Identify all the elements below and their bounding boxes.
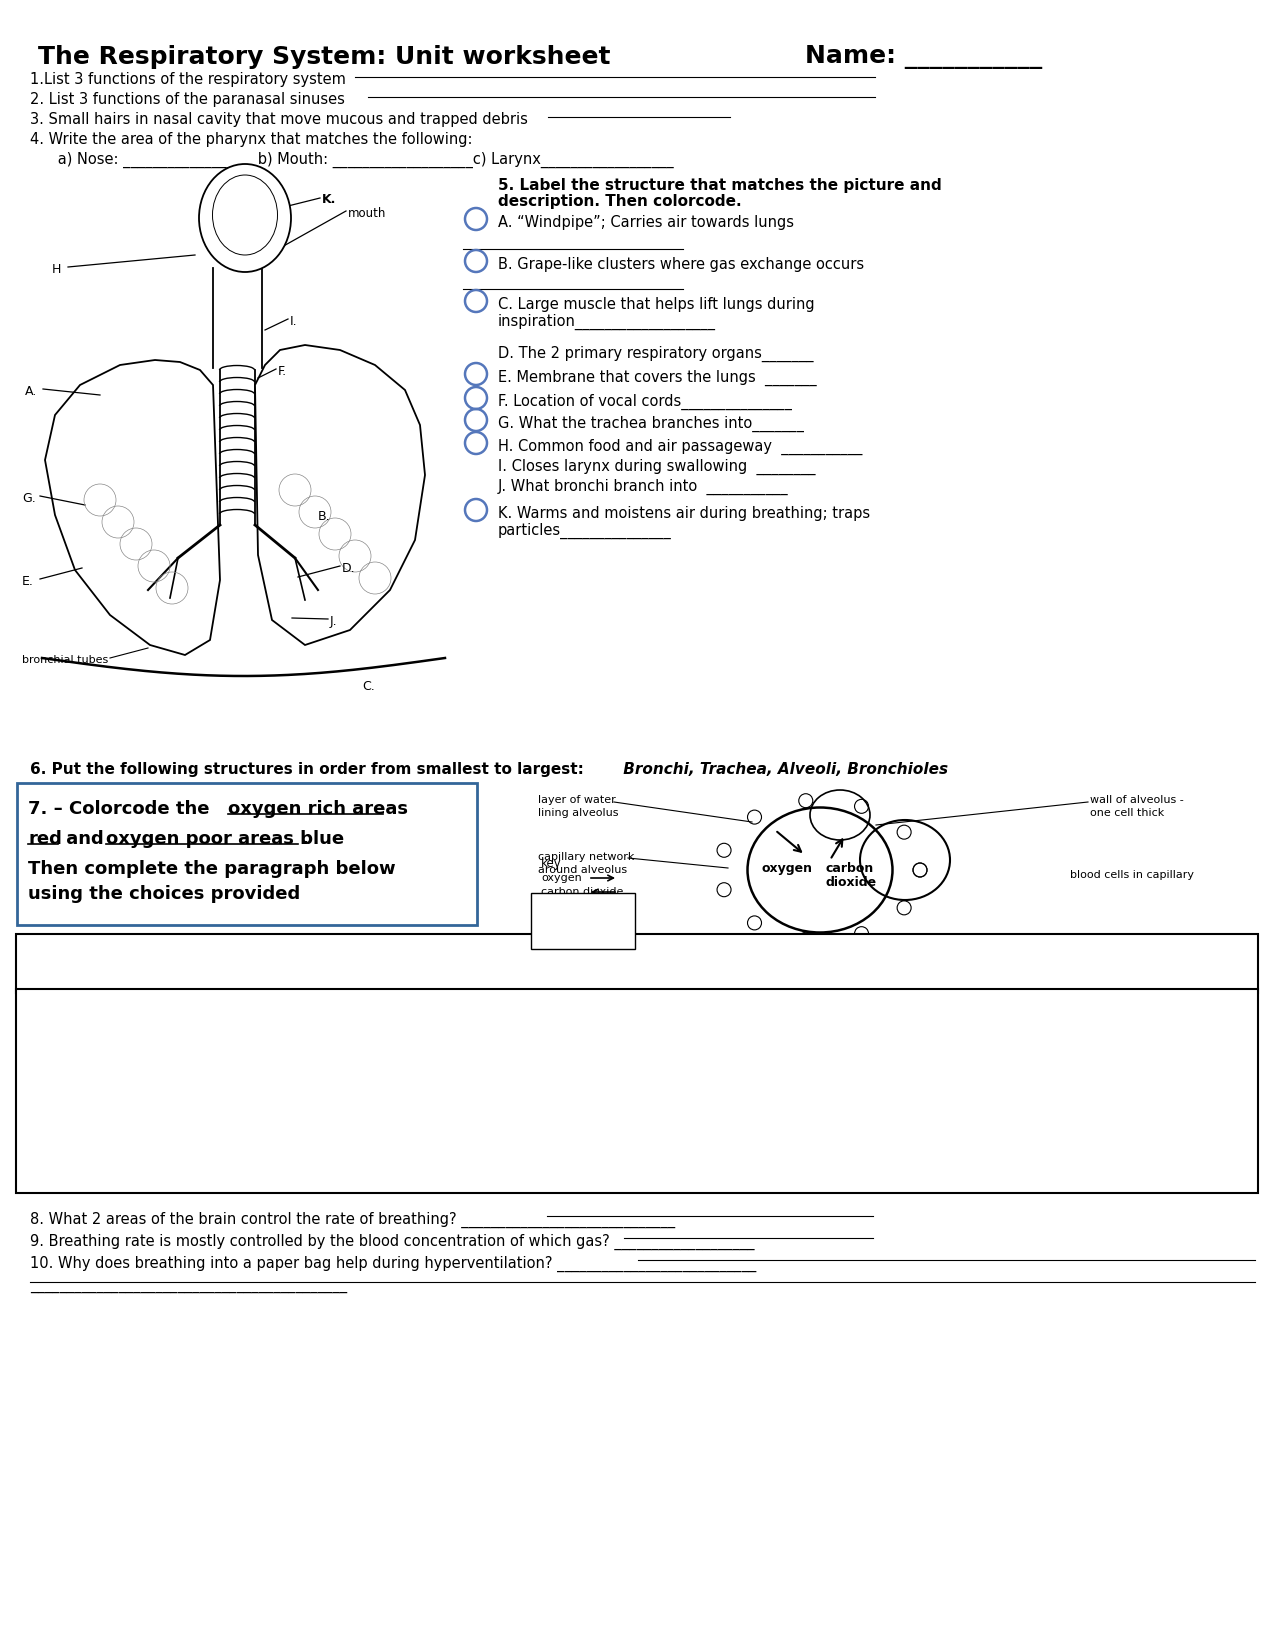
Text: one cell thick: one cell thick: [1090, 807, 1164, 817]
Text: E.: E.: [22, 575, 34, 588]
Text: a) Nose: _________________  b) Mouth: ___________________c) Larynx______________: a) Nose: _________________ b) Mouth: ___…: [31, 152, 673, 168]
Text: 5. Label the structure that matches the picture and: 5. Label the structure that matches the …: [499, 178, 942, 193]
Text: J.: J.: [330, 616, 338, 627]
Text: concentration within the   e.____  where it will then be exhaled. Blood is conti: concentration within the e.____ where it…: [31, 1068, 884, 1083]
Text: oxygen: oxygen: [762, 862, 813, 875]
Text: I.: I.: [289, 315, 297, 329]
Text: K. Warms and moistens air during breathing; traps: K. Warms and moistens air during breathi…: [499, 505, 870, 522]
Text: I. Closes larynx during swallowing  ________: I. Closes larynx during swallowing _____…: [499, 459, 816, 475]
Text: mouth: mouth: [348, 206, 386, 220]
Text: A.: A.: [26, 385, 37, 398]
Text: key: key: [541, 857, 562, 870]
Text: 1.List 3 functions of the respiratory system: 1.List 3 functions of the respiratory sy…: [31, 73, 346, 88]
Text: 8. What 2 areas of the brain control the rate of breathing? ____________________: 8. What 2 areas of the brain control the…: [31, 1212, 676, 1228]
Text: 3. Small hairs in nasal cavity that move mucous and trapped debris: 3. Small hairs in nasal cavity that move…: [31, 112, 528, 127]
Text: particles_______________: particles_______________: [499, 523, 672, 540]
Text: 6. Put the following structures in order from smallest to largest:: 6. Put the following structures in order…: [31, 763, 594, 778]
Text: H: H: [52, 263, 61, 276]
FancyBboxPatch shape: [17, 934, 1258, 992]
Text: inspiration___________________: inspiration___________________: [499, 314, 717, 330]
Text: 9. Breathing rate is mostly controlled by the blood concentration of which gas? : 9. Breathing rate is mostly controlled b…: [31, 1233, 755, 1250]
Text: F. Location of vocal cords_______________: F. Location of vocal cords______________…: [499, 395, 792, 409]
Text: The Respiratory System: Unit worksheet: The Respiratory System: Unit worksheet: [38, 45, 611, 69]
Text: bronchial tubes: bronchial tubes: [22, 655, 108, 665]
Text: All gas exchanges are made by   a.___ as substances pass from high to low concen: All gas exchanges are made by a.___ as s…: [31, 1004, 854, 1017]
Text: J. What bronchi branch into  ___________: J. What bronchi branch into ___________: [499, 479, 789, 495]
Text: capillary network: capillary network: [538, 852, 635, 862]
Text: G.: G.: [22, 492, 36, 505]
Text: oxygen poor areas blue: oxygen poor areas blue: [106, 830, 344, 849]
Text: E. Membrane that covers the lungs  _______: E. Membrane that covers the lungs ______…: [499, 370, 816, 386]
Text: Name: ___________: Name: ___________: [805, 45, 1042, 69]
Text: G. What the trachea branches into_______: G. What the trachea branches into_______: [499, 416, 803, 433]
Text: the  k. __  that will return oxygen poor blood to the right atrium.: the k. __ that will return oxygen poor b…: [31, 1179, 486, 1194]
Text: 2. List 3 functions of the paranasal sinuses: 2. List 3 functions of the paranasal sin…: [31, 92, 349, 107]
Text: D.: D.: [342, 561, 356, 575]
Text: oxygen rich areas: oxygen rich areas: [228, 801, 408, 817]
FancyBboxPatch shape: [17, 989, 1258, 1194]
Text: around alveolus: around alveolus: [538, 865, 627, 875]
Text: B. Grape-like clusters where gas exchange occurs: B. Grape-like clusters where gas exchang…: [499, 258, 864, 272]
Text: and: and: [60, 830, 110, 849]
Polygon shape: [255, 345, 425, 646]
Ellipse shape: [213, 175, 278, 254]
Text: .: .: [301, 830, 307, 849]
Text: K.: K.: [323, 193, 337, 206]
Text: passes from an area of high concentration within the  b.___ into an area of low : passes from an area of high concentratio…: [31, 1025, 845, 1038]
Ellipse shape: [199, 163, 291, 272]
Text: C.: C.: [362, 680, 375, 693]
Text: Then complete the paragraph below: Then complete the paragraph below: [28, 860, 395, 878]
Text: D. The 2 primary respiratory organs_______: D. The 2 primary respiratory organs_____…: [499, 347, 813, 362]
Text: H. Common food and air passageway  ___________: H. Common food and air passageway ______…: [499, 439, 862, 456]
Text: wall of alveolus -: wall of alveolus -: [1090, 796, 1183, 806]
Text: oxygen: oxygen: [541, 873, 581, 883]
Text: description. Then colorcode.: description. Then colorcode.: [499, 195, 742, 210]
Text: lining alveolus: lining alveolus: [538, 807, 618, 817]
Text: Conversely, Carbon dioxide will pass from an area of high concentration within t: Conversely, Carbon dioxide will pass fro…: [31, 1047, 812, 1062]
Text: B.: B.: [317, 510, 330, 523]
Text: G. Vena Cava     H. Blood capillaries (used twice)     I.  Pulmonary veins: G. Vena Cava H. Blood capillaries (used …: [346, 971, 928, 986]
Text: F.: F.: [278, 365, 287, 378]
Text: carbon dioxide: carbon dioxide: [541, 887, 623, 896]
Text: A. Aorta   B. Diffusion   C. Alveoli (used twice)   D. Pulmonary arteries   E. O: A. Aorta B. Diffusion C. Alveoli (used t…: [221, 949, 1054, 964]
FancyBboxPatch shape: [530, 893, 635, 949]
Text: throughout the body via the   h._____. As the vessels branch into capillaries, t: throughout the body via the h._____. As …: [31, 1134, 885, 1149]
Text: using the choices provided: using the choices provided: [28, 885, 300, 903]
Polygon shape: [45, 360, 221, 655]
Text: 4. Write the area of the pharynx that matches the following:: 4. Write the area of the pharynx that ma…: [31, 132, 473, 147]
Text: oxygenated. Oxygen poor blood is carried from the right ventricle to the lungs v: oxygenated. Oxygen poor blood is carried…: [31, 1091, 848, 1105]
Text: 7. – Colorcode the: 7. – Colorcode the: [28, 801, 215, 817]
Text: 10. Why does breathing into a paper bag help during hyperventilation? __________: 10. Why does breathing into a paper bag …: [31, 1256, 756, 1273]
Text: blood cells in capillary: blood cells in capillary: [1070, 870, 1193, 880]
Text: layer of water: layer of water: [538, 796, 616, 806]
Text: up  j. ____ causing the blood to become oxygen poor. The vessels will merge to f: up j. ____ causing the blood to become o…: [31, 1157, 877, 1171]
Text: blood is returned to the left atrium via the    g. ____. From here, it will be p: blood is returned to the left atrium via…: [31, 1113, 859, 1128]
Text: carbon: carbon: [826, 862, 875, 875]
Text: dioxide: dioxide: [826, 877, 877, 888]
Text: red: red: [28, 830, 62, 849]
Text: Bronchi, Trachea, Alveoli, Bronchioles: Bronchi, Trachea, Alveoli, Bronchioles: [618, 763, 949, 778]
Text: C. Large muscle that helps lift lungs during: C. Large muscle that helps lift lungs du…: [499, 297, 815, 312]
Text: ___________________________________________: ________________________________________…: [31, 1278, 347, 1293]
Text: A. “Windpipe”; Carries air towards lungs: A. “Windpipe”; Carries air towards lungs: [499, 215, 794, 229]
